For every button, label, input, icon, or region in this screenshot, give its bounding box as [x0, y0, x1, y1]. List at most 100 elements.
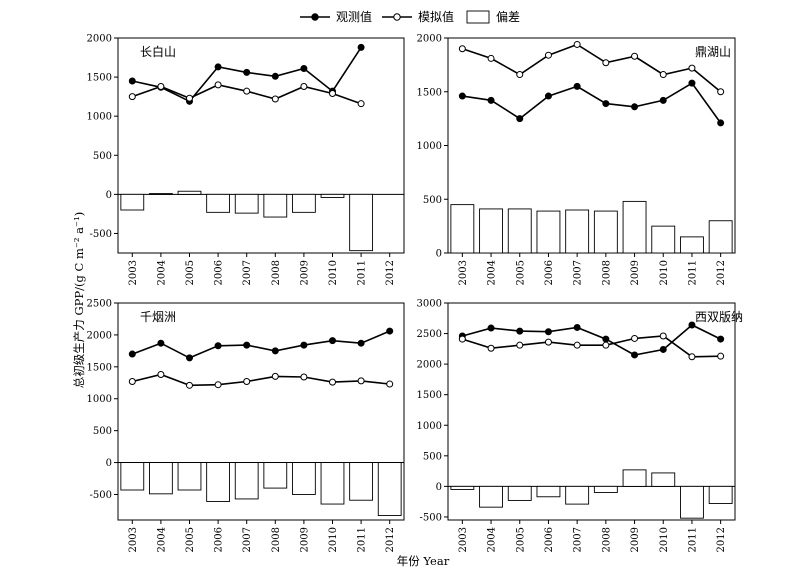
- observed-point: [544, 92, 552, 100]
- panel-2: 0 500 1000 1500 2000 2003 2004 2005 2006 2007 2008…: [417, 34, 736, 285]
- observed-point: [631, 103, 639, 111]
- observed-point: [128, 77, 136, 85]
- x-tick-label: 2005: [515, 260, 526, 285]
- bias-bar: [377, 462, 402, 516]
- simulated-point: [688, 353, 696, 361]
- simulated-point: [659, 332, 667, 340]
- x-tick-label: 2009: [630, 527, 641, 552]
- y-tick-label: 3000: [417, 299, 442, 310]
- bias-bar: [120, 462, 145, 491]
- simulated-point: [631, 52, 639, 60]
- simulated-point: [128, 93, 136, 101]
- observed-series-line: [462, 324, 721, 356]
- bias-bar: [651, 472, 676, 487]
- observed-point: [659, 345, 667, 353]
- y-tick-label: -500: [90, 229, 112, 240]
- panel-3: -500 0 500 1000 1500 2000 2500 2003 2004 2005 2006…: [87, 299, 405, 552]
- legend-simulated-label: 模拟值: [418, 9, 454, 24]
- y-tick-label: 1500: [417, 390, 442, 401]
- bias-bar: [536, 210, 561, 254]
- bias-bar: [234, 462, 259, 500]
- simulated-point: [458, 335, 466, 343]
- x-tick-label: 2008: [271, 260, 282, 285]
- x-tick-label: 2012: [716, 260, 727, 285]
- x-tick-label: 2010: [328, 527, 339, 552]
- simulated-point: [544, 51, 552, 59]
- x-tick-label: 2007: [242, 260, 253, 285]
- x-tick-label: 2011: [687, 527, 698, 552]
- x-tick-label: 2005: [185, 527, 196, 552]
- x-tick-label: 2008: [601, 260, 612, 285]
- y-tick-label: 1500: [87, 362, 112, 373]
- y-tick-label: 1000: [417, 141, 442, 152]
- y-tick-label: 2000: [87, 34, 112, 45]
- observed-point: [688, 79, 696, 87]
- bias-bar: [651, 225, 676, 254]
- x-tick-label: 2009: [299, 260, 310, 285]
- x-tick-label: 2011: [357, 527, 368, 552]
- observed-point: [300, 64, 308, 72]
- bias-bar: [593, 210, 618, 254]
- bias-bar: [292, 193, 316, 213]
- simulated-series-line: [132, 373, 390, 387]
- bias-bar: [479, 485, 503, 508]
- y-tick-label: 2000: [417, 34, 442, 45]
- plot-frame: [117, 37, 405, 254]
- simulated-point: [300, 82, 308, 90]
- y-tick-label: 1500: [417, 87, 442, 98]
- bias-bar: [479, 208, 503, 254]
- x-tick-label: 2005: [515, 527, 526, 552]
- observed-point: [386, 327, 394, 335]
- simulated-point: [186, 381, 193, 389]
- observed-point: [688, 321, 696, 329]
- y-tick-label: 500: [423, 451, 442, 462]
- observed-point: [516, 327, 524, 335]
- bias-bar: [263, 462, 288, 489]
- observed-point: [128, 350, 136, 358]
- observed-point: [659, 96, 667, 104]
- panel-title: 千烟洲: [140, 310, 176, 324]
- legend-bias-box: [466, 10, 490, 24]
- y-tick-label: 2500: [417, 329, 442, 340]
- panel-title: 西双版纳: [695, 310, 743, 324]
- observed-point: [357, 339, 365, 347]
- observed-point: [602, 100, 610, 108]
- bias-bar: [593, 485, 618, 493]
- simulated-point: [717, 88, 725, 96]
- simulated-point: [329, 90, 336, 98]
- simulated-series-line: [462, 335, 721, 358]
- simulated-point: [157, 370, 165, 378]
- simulated-point: [688, 64, 696, 72]
- bias-bar: [622, 200, 647, 254]
- bias-bar: [565, 209, 590, 254]
- panel-title: 鼎湖山: [695, 44, 731, 59]
- simulated-point: [214, 381, 222, 389]
- simulated-point: [329, 378, 336, 386]
- bias-bar: [507, 208, 532, 254]
- x-tick-label: 2012: [716, 527, 727, 552]
- y-tick-label: 1000: [417, 421, 442, 432]
- simulated-point: [271, 372, 279, 380]
- bias-bar: [680, 485, 704, 519]
- y-tick-label: 0: [106, 190, 112, 201]
- observed-point: [458, 92, 466, 100]
- panel-title: 长白山: [140, 44, 176, 59]
- x-tick-label: 2011: [357, 260, 368, 285]
- x-tick-label: 2010: [328, 260, 339, 285]
- simulated-point: [386, 380, 394, 388]
- observed-point: [717, 119, 725, 127]
- x-tick-label: 2009: [299, 527, 310, 552]
- x-tick-label: 2010: [659, 527, 670, 552]
- x-tick-label: 2009: [630, 260, 641, 285]
- observed-point: [271, 72, 279, 80]
- x-tick-label: 2012: [385, 527, 396, 552]
- panel-1: -500 0 500 1000 1500 2000 2003 2004 2005 2006 2007…: [87, 34, 405, 285]
- bias-bar: [536, 485, 561, 498]
- bias-bar: [450, 485, 475, 490]
- bias-bar: [149, 193, 173, 195]
- x-tick-label: 2003: [128, 527, 139, 552]
- bias-bar: [565, 485, 590, 505]
- simulated-point: [717, 352, 725, 360]
- legend-simulated-marker: [393, 13, 401, 21]
- observed-point: [516, 115, 524, 123]
